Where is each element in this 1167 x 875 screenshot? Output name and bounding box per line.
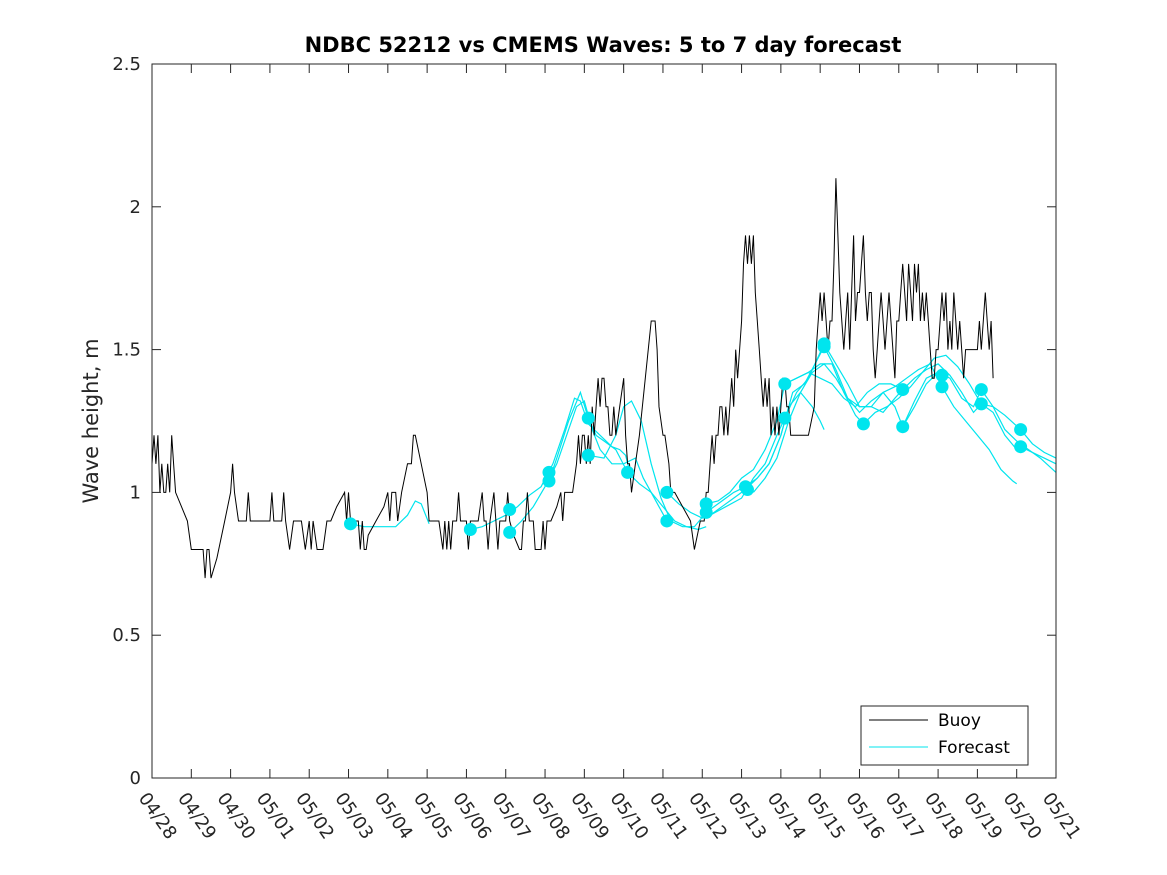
x-tick-label: 05/02 xyxy=(291,789,338,844)
forecast-marker xyxy=(817,340,831,354)
y-axis-label: Wave height, m xyxy=(79,338,103,503)
y-tick-label: 2 xyxy=(130,197,141,218)
x-tick-label: 05/21 xyxy=(1038,789,1085,844)
x-tick-label: 05/08 xyxy=(527,789,574,844)
x-tick-label: 05/14 xyxy=(763,789,810,844)
legend-label-buoy: Buoy xyxy=(938,711,981,731)
x-tick-label: 05/04 xyxy=(370,789,417,844)
forecast-marker xyxy=(896,383,910,397)
forecast-trace xyxy=(509,400,668,533)
x-tick-label: 05/12 xyxy=(684,789,731,844)
forecast-marker xyxy=(343,517,357,531)
x-tick-label: 05/13 xyxy=(723,789,770,844)
buoy-line xyxy=(151,178,994,579)
x-tick-label: 04/29 xyxy=(173,789,220,844)
forecast-trace xyxy=(752,363,1018,493)
forecast-marker xyxy=(581,411,595,425)
forecast-marker xyxy=(935,368,949,382)
x-tick-label: 05/16 xyxy=(841,789,888,844)
forecast-marker xyxy=(974,383,988,397)
legend: Buoy Forecast xyxy=(860,705,1029,766)
y-tick-label: 0 xyxy=(130,768,141,789)
forecast-marker xyxy=(740,483,754,497)
series-layer xyxy=(151,178,1057,579)
forecast-marker xyxy=(896,420,910,434)
plot-area xyxy=(152,64,1056,778)
x-tick-label: 05/19 xyxy=(959,789,1006,844)
y-tick-label: 2.5 xyxy=(112,54,141,75)
forecast-marker xyxy=(503,525,517,539)
x-tick-label: 05/03 xyxy=(330,789,377,844)
x-tick-label: 05/05 xyxy=(409,789,456,844)
forecast-marker xyxy=(621,465,635,479)
y-tick-label: 0.5 xyxy=(112,625,141,646)
forecast-marker xyxy=(974,397,988,411)
x-tick-label: 05/01 xyxy=(252,789,299,844)
legend-label-forecast: Forecast xyxy=(938,738,1010,758)
forecast-marker xyxy=(778,377,792,391)
forecast-marker xyxy=(778,411,792,425)
x-tick-label: 04/28 xyxy=(134,789,181,844)
forecast-marker xyxy=(699,505,713,519)
chart-title: NDBC 52212 vs CMEMS Waves: 5 to 7 day fo… xyxy=(305,33,902,57)
forecast-trace xyxy=(588,400,746,528)
x-tick-label: 05/17 xyxy=(881,789,928,844)
forecast-marker xyxy=(542,474,556,488)
x-tick-label: 05/07 xyxy=(488,789,535,844)
x-tick-label: 04/30 xyxy=(213,789,260,844)
x-tick-label: 05/10 xyxy=(606,789,653,844)
forecast-marker xyxy=(503,503,517,517)
forecast-marker xyxy=(581,448,595,462)
x-tick-label: 05/09 xyxy=(566,789,613,844)
forecast-trace xyxy=(350,500,430,528)
forecast-marker xyxy=(1014,423,1028,437)
forecast-trace xyxy=(666,391,825,519)
forecast-marker xyxy=(856,417,870,431)
legend-box xyxy=(860,705,1029,766)
forecast-trace xyxy=(548,390,707,531)
x-tick-label: 05/15 xyxy=(802,789,849,844)
forecast-marker xyxy=(463,523,477,537)
forecast-marker xyxy=(660,514,674,528)
plot-frame xyxy=(151,63,1057,779)
y-tick-label: 1.5 xyxy=(112,340,141,361)
y-tick-label: 1 xyxy=(130,482,141,503)
x-tick-label: 05/06 xyxy=(448,789,495,844)
x-tick-label: 05/20 xyxy=(999,789,1046,844)
forecast-trace xyxy=(470,397,633,531)
x-tick-label: 05/11 xyxy=(645,789,692,844)
forecast-marker xyxy=(1014,440,1028,454)
forecast-marker xyxy=(660,485,674,499)
x-tick-label: 05/18 xyxy=(920,789,967,844)
forecast-marker xyxy=(935,380,949,394)
